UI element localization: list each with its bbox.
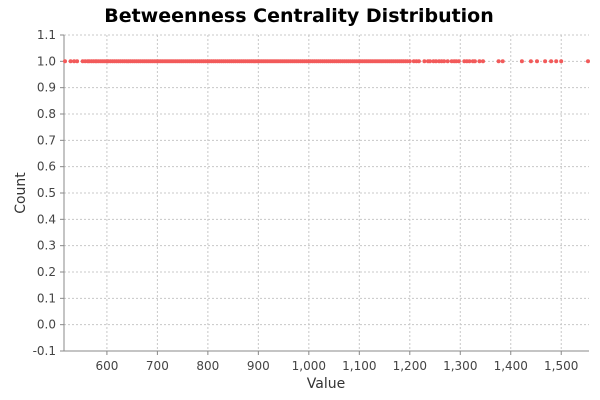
data-point [496, 59, 501, 64]
y-tick-label: 0.9 [37, 81, 56, 95]
y-tick-label: 0.8 [37, 107, 56, 121]
x-tick-label: 900 [247, 359, 270, 373]
x-tick-label: 1,200 [393, 359, 427, 373]
axes [60, 34, 589, 355]
data-point [559, 59, 564, 64]
y-tick-label: -0.1 [33, 344, 56, 358]
tick-labels: 1.1 1.0 0.9 0.8 0.7 0.6 0.5 0.4 0.3 0.2 0.1 0.0 -0.1… [33, 28, 579, 373]
x-tick-label: 1,500 [544, 359, 578, 373]
data-point [549, 59, 554, 64]
data-point [456, 59, 461, 64]
x-tick-label: 1,300 [443, 359, 477, 373]
data-point [535, 59, 539, 64]
data-point [422, 59, 427, 64]
y-tick-label: 0.2 [37, 265, 56, 279]
data-point [528, 59, 533, 64]
chart-title: Betweenness Centrality Distribution [104, 5, 494, 27]
data-point [467, 59, 472, 64]
data-point [428, 59, 432, 64]
data-point [472, 59, 477, 64]
data-point [500, 59, 505, 64]
x-tick-label: 700 [146, 359, 169, 373]
data-point [434, 59, 438, 64]
y-tick-label: 1.1 [37, 28, 56, 42]
data-point [586, 59, 590, 64]
x-axis-label: Value [307, 376, 345, 392]
data-point [63, 59, 67, 64]
x-tick-label: 600 [95, 359, 118, 373]
data-point [554, 59, 559, 64]
x-tick-label: 1,100 [342, 359, 376, 373]
y-tick-label: 1.0 [37, 54, 56, 68]
data-point [481, 59, 485, 64]
y-tick-label: 0.1 [37, 291, 56, 305]
grid [64, 34, 589, 352]
y-tick-label: 0.0 [37, 318, 56, 332]
data-point [442, 59, 447, 64]
y-tick-label: 0.3 [37, 239, 56, 253]
data-point [543, 59, 548, 64]
x-tick-label: 800 [196, 359, 219, 373]
y-axis-label: Count [13, 172, 29, 214]
data-point [75, 59, 80, 64]
x-tick-label: 1,400 [494, 359, 528, 373]
data-point [72, 59, 77, 64]
data-point [416, 59, 421, 64]
y-tick-label: 0.4 [37, 212, 56, 226]
data-point [445, 59, 450, 64]
data-point [68, 59, 73, 64]
data-point [477, 59, 482, 64]
data-point [519, 59, 524, 64]
data-points [63, 59, 590, 64]
y-tick-label: 0.7 [37, 133, 56, 147]
data-point [407, 59, 412, 64]
y-tick-label: 0.5 [37, 186, 56, 200]
y-tick-label: 0.6 [37, 160, 56, 174]
x-tick-label: 1,000 [292, 359, 326, 373]
